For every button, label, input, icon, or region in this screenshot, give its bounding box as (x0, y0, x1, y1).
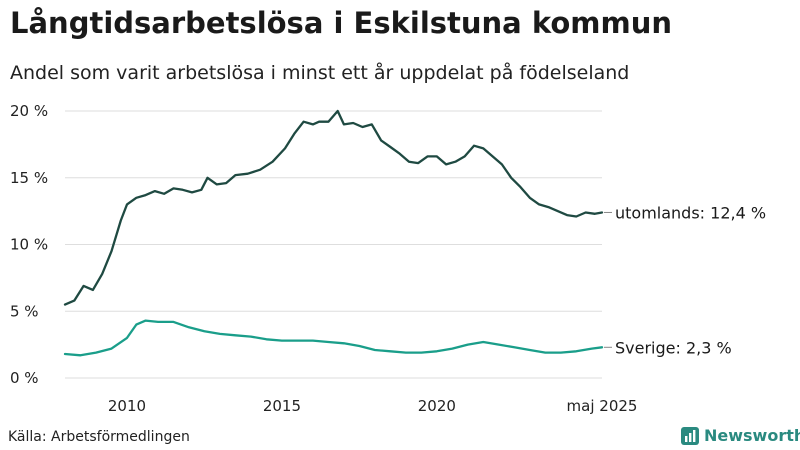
series-line-sverige (63, 319, 604, 357)
x-tick-label: maj 2025 (567, 397, 638, 415)
series-end-label: utomlands: 12,4 % (615, 203, 766, 222)
y-tick-label: 15 % (10, 169, 48, 187)
bar-chart-icon (681, 426, 699, 445)
series-end-label: Sverige: 2,3 % (615, 338, 732, 357)
x-tick-label: 2020 (418, 397, 456, 415)
x-tick-label: 2010 (108, 397, 146, 415)
chart-title: Långtidsarbetslösa i Eskilstuna kommun (10, 6, 673, 40)
series-line-utomlands (63, 109, 604, 306)
y-tick-label: 0 % (10, 369, 39, 387)
source-note: Källa: Arbetsförmedlingen (8, 429, 190, 445)
y-tick-label: 20 % (10, 102, 48, 120)
y-tick-label: 5 % (10, 302, 39, 320)
y-tick-label: 10 % (10, 236, 48, 254)
chart-subtitle: Andel som varit arbetslösa i minst ett å… (10, 62, 630, 84)
brand-name: Newsworthy (704, 426, 800, 445)
x-tick-label: 2015 (263, 397, 301, 415)
brand-logo: Newsworthy (681, 426, 800, 445)
